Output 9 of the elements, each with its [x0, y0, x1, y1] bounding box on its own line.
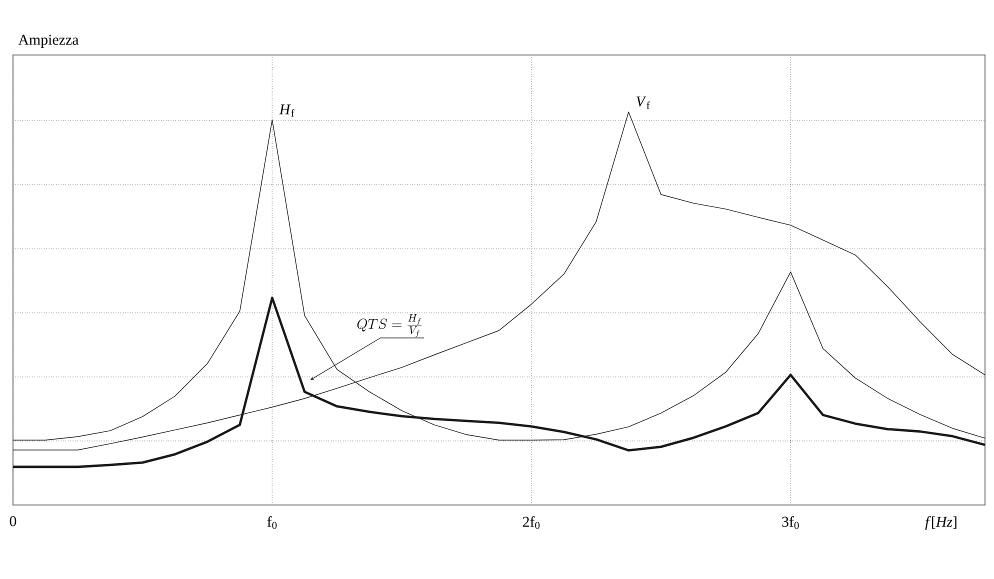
x-tick-label: 2f$_{0}$ — [522, 516, 540, 529]
x-tick-label: 3f$_{0}$ — [782, 516, 799, 529]
annotation: $QTS = \frac{H_f}{V_f}$ — [357, 314, 422, 337]
y-axis-title: Ampiezza — [18, 34, 79, 48]
x-axis-title: f[Hz] — [925, 516, 956, 530]
series-label: H$_{f}$ — [279, 104, 294, 117]
x-tick-label: f$_{0}$ — [267, 516, 277, 529]
series-label: V$_{f}$ — [636, 96, 650, 109]
x-tick-label: 0 — [10, 516, 16, 526]
